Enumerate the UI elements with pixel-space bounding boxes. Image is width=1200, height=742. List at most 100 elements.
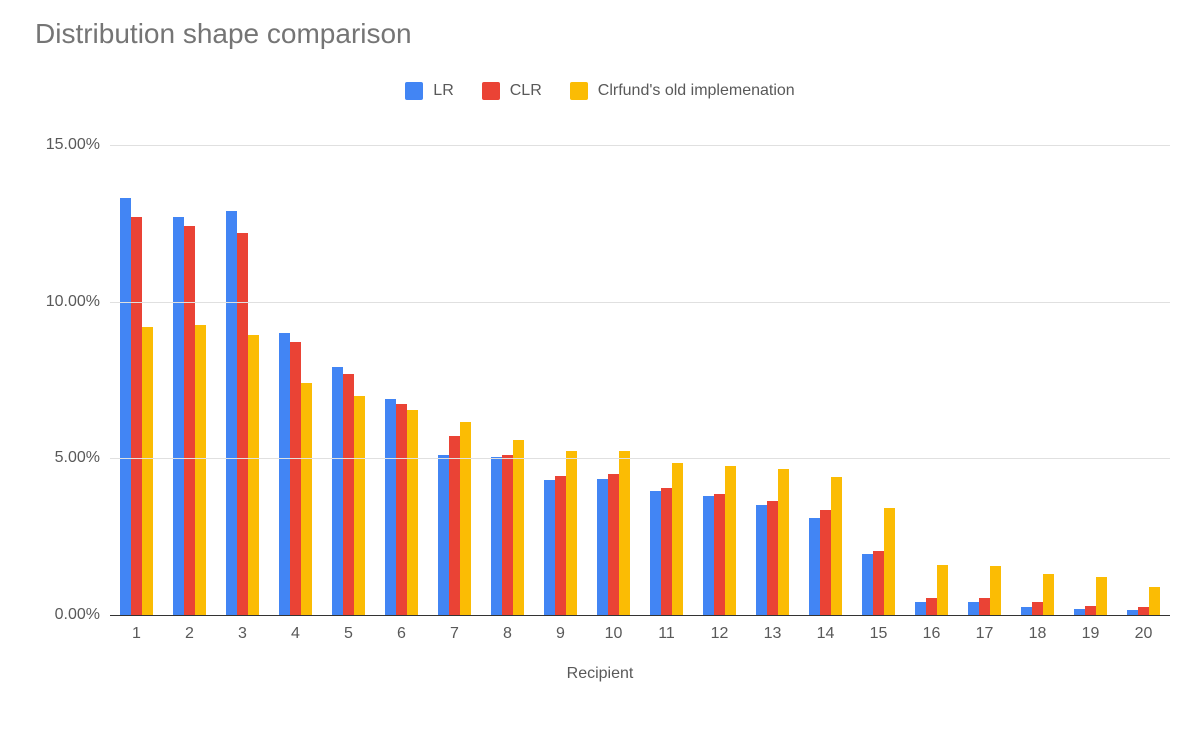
bar <box>142 327 153 615</box>
y-tick-label: 0.00% <box>20 606 100 624</box>
x-tick-label: 17 <box>976 615 994 643</box>
x-tick-label: 4 <box>291 615 300 643</box>
bar <box>290 342 301 615</box>
legend-swatch <box>482 82 500 100</box>
bar <box>555 476 566 615</box>
x-tick-label: 19 <box>1082 615 1100 643</box>
bar <box>544 480 555 615</box>
legend-label: CLR <box>510 82 542 100</box>
legend-item: CLR <box>482 82 542 100</box>
bar <box>714 494 725 615</box>
bar <box>173 217 184 615</box>
bar <box>1021 607 1032 615</box>
x-axis-label: Recipient <box>0 665 1200 683</box>
bar <box>968 602 979 615</box>
bar <box>820 510 831 615</box>
bar <box>650 491 661 615</box>
legend-item: LR <box>405 82 453 100</box>
bar <box>990 566 1001 615</box>
bar <box>120 198 131 615</box>
bar-group <box>968 145 1001 615</box>
bar <box>1138 607 1149 615</box>
bar-group <box>385 145 418 615</box>
bar <box>937 565 948 615</box>
bar-group <box>226 145 259 615</box>
bar <box>767 501 778 615</box>
bar <box>1032 602 1043 615</box>
bar <box>513 440 524 615</box>
bar-group <box>491 145 524 615</box>
x-tick-label: 1 <box>132 615 141 643</box>
bar <box>672 463 683 615</box>
bar-group <box>650 145 683 615</box>
bar <box>131 217 142 615</box>
bar <box>279 333 290 615</box>
bar-group <box>438 145 471 615</box>
bar-group <box>809 145 842 615</box>
chart-title: Distribution shape comparison <box>35 18 412 50</box>
bar <box>301 383 312 615</box>
x-tick-label: 14 <box>817 615 835 643</box>
bar-group <box>597 145 630 615</box>
x-tick-label: 10 <box>605 615 623 643</box>
bar <box>778 469 789 615</box>
baseline <box>110 615 1170 616</box>
gridline <box>110 145 1170 146</box>
bar <box>332 367 343 615</box>
x-tick-label: 6 <box>397 615 406 643</box>
bar <box>237 233 248 615</box>
bar <box>460 422 471 615</box>
gridline <box>110 302 1170 303</box>
bar-group <box>1074 145 1107 615</box>
legend-label: Clrfund's old implemenation <box>598 82 795 100</box>
bar <box>1043 574 1054 615</box>
y-tick-label: 15.00% <box>20 136 100 154</box>
bar <box>184 226 195 615</box>
x-tick-label: 5 <box>344 615 353 643</box>
bar-group <box>173 145 206 615</box>
bar-group <box>1021 145 1054 615</box>
x-tick-label: 13 <box>764 615 782 643</box>
bar <box>809 518 820 615</box>
bar <box>1085 606 1096 615</box>
bar <box>195 325 206 615</box>
bar <box>438 455 449 615</box>
bar <box>248 335 259 615</box>
bar <box>725 466 736 615</box>
bar <box>491 457 502 615</box>
legend-swatch <box>570 82 588 100</box>
legend-item: Clrfund's old implemenation <box>570 82 795 100</box>
legend-swatch <box>405 82 423 100</box>
bar <box>566 451 577 616</box>
bar <box>884 508 895 615</box>
bar <box>502 455 513 615</box>
bar <box>979 598 990 615</box>
bar <box>343 374 354 615</box>
x-tick-label: 15 <box>870 615 888 643</box>
x-tick-label: 3 <box>238 615 247 643</box>
bar-group <box>756 145 789 615</box>
bar <box>608 474 619 615</box>
bar <box>1149 587 1160 615</box>
bar <box>226 211 237 615</box>
bar <box>597 479 608 615</box>
bar-group <box>279 145 312 615</box>
y-tick-label: 10.00% <box>20 293 100 311</box>
bar <box>873 551 884 615</box>
x-tick-label: 11 <box>658 615 675 643</box>
bar <box>756 505 767 615</box>
bar-group <box>120 145 153 615</box>
bar-group <box>1127 145 1160 615</box>
bar <box>1096 577 1107 615</box>
bar-group <box>544 145 577 615</box>
bar-group <box>862 145 895 615</box>
bar-group <box>332 145 365 615</box>
bars-layer <box>110 145 1170 615</box>
bar <box>862 554 873 615</box>
bar <box>396 404 407 616</box>
x-tick-label: 18 <box>1029 615 1047 643</box>
bar <box>661 488 672 615</box>
x-tick-label: 20 <box>1135 615 1153 643</box>
chart-container: Distribution shape comparison LR CLR Clrfu… <box>0 0 1200 742</box>
x-tick-label: 8 <box>503 615 512 643</box>
